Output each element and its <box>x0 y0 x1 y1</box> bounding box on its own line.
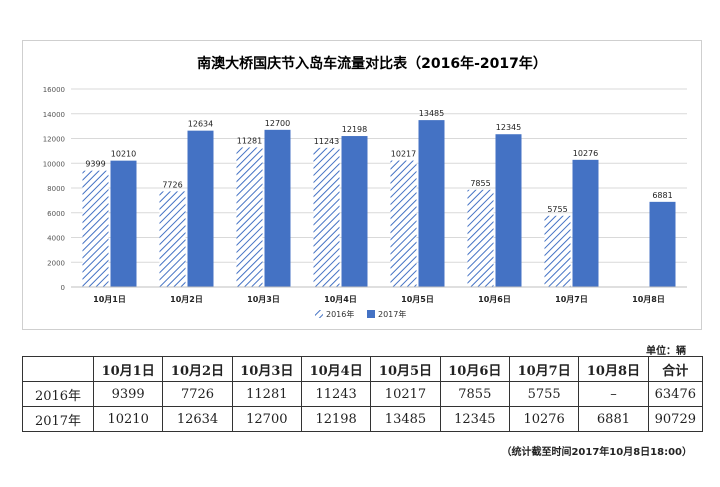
legend-label: 2017年 <box>378 309 406 319</box>
x-tick-label: 10月3日 <box>247 295 280 304</box>
y-tick-label: 8000 <box>47 185 65 193</box>
bar <box>82 170 109 287</box>
bar <box>495 134 522 287</box>
table-header-cell <box>22 356 94 382</box>
bar <box>264 129 291 287</box>
table-row: 2016年 9399 7726 11281 11243 10217 7855 5… <box>22 381 704 407</box>
bar <box>341 136 368 287</box>
table-cell: 11281 <box>231 381 302 407</box>
table-header-cell: 10月6日 <box>439 356 510 382</box>
table-cell: 12634 <box>162 406 233 432</box>
table-cell: 12345 <box>439 406 510 432</box>
bar <box>418 120 445 287</box>
table-cell: 10217 <box>370 381 441 407</box>
y-tick-label: 2000 <box>47 259 65 267</box>
y-tick-label: 16000 <box>43 86 65 94</box>
table-header-cell: 10月4日 <box>300 356 372 382</box>
bar-data-label: 12634 <box>188 120 213 129</box>
bar <box>159 191 186 287</box>
table-header-cell: 合计 <box>647 356 704 382</box>
bar-data-label: 7726 <box>162 180 182 189</box>
y-tick-label: 14000 <box>43 111 65 119</box>
table-cell: 2017年 <box>22 406 94 432</box>
bar <box>187 130 214 287</box>
bars <box>82 120 676 287</box>
bar-chart: 南澳大桥国庆节入岛车流量对比表（2016年-2017年） 9399 10210 77… <box>43 55 687 319</box>
table-header-cell: 10月5日 <box>370 356 441 382</box>
bar-data-label: 9399 <box>85 160 105 169</box>
data-table: 10月1日 10月2日 10月3日 10月4日 10月5日 10月6日 10月7… <box>22 356 704 432</box>
y-tick-label: 0 <box>61 284 65 292</box>
bar <box>649 201 676 287</box>
table-header-cell: 10月7日 <box>508 356 580 382</box>
bar-data-label: 11281 <box>237 136 262 145</box>
table-cell: 7855 <box>439 381 510 407</box>
bar-data-label: 12198 <box>342 125 367 134</box>
x-tick-label: 10月2日 <box>170 295 203 304</box>
chart-frame: 南澳大桥国庆节入岛车流量对比表（2016年-2017年） 9399 10210 77… <box>22 40 702 330</box>
bar-data-label: 13485 <box>419 109 444 118</box>
unit-label: 单位：辆 <box>646 346 686 357</box>
bar <box>544 215 571 287</box>
y-tick-label: 12000 <box>43 136 65 144</box>
bar-data-label: 11243 <box>314 137 339 146</box>
table-cell: 5755 <box>508 381 580 407</box>
bar <box>467 189 494 287</box>
table-cell: 2016年 <box>22 381 94 407</box>
bar <box>390 160 417 287</box>
table-cell: 11243 <box>300 381 372 407</box>
chart-title: 南澳大桥国庆节入岛车流量对比表（2016年-2017年） <box>197 55 547 72</box>
legend-swatch <box>315 310 323 318</box>
table-cell: 12700 <box>231 406 302 432</box>
legend-swatch <box>367 310 375 318</box>
table-cell: 13485 <box>370 406 441 432</box>
bar-data-label: 10217 <box>391 150 416 159</box>
table-header-row: 10月1日 10月2日 10月3日 10月4日 10月5日 10月6日 10月7… <box>22 356 704 382</box>
bar <box>313 147 340 287</box>
table-cell: 12198 <box>300 406 372 432</box>
x-tick-label: 10月4日 <box>324 295 357 304</box>
y-tick-label: 4000 <box>47 235 65 243</box>
table-header-cell: 10月2日 <box>162 356 233 382</box>
y-tick-label: 6000 <box>47 210 65 218</box>
bar-data-label: 12700 <box>265 119 290 128</box>
table-header-cell: 10月8日 <box>578 356 649 382</box>
bar <box>236 147 263 287</box>
bar-data-label: 5755 <box>547 205 567 214</box>
bar <box>572 159 599 287</box>
table-cell: 63476 <box>647 381 704 407</box>
x-tick-label: 10月8日 <box>632 295 665 304</box>
table-cell: 10210 <box>92 406 164 432</box>
table-cell: 6881 <box>578 406 649 432</box>
table-row: 2017年 10210 12634 12700 12198 13485 1234… <box>22 406 704 432</box>
axes: 0 2000 4000 6000 8000 10000 12000 14000 16000 10月… <box>43 86 687 304</box>
y-tick-label: 10000 <box>43 160 65 168</box>
legend-label: 2016年 <box>326 309 354 319</box>
x-tick-label: 10月1日 <box>93 295 126 304</box>
bar-data-label: 10210 <box>111 150 136 159</box>
x-tick-label: 10月7日 <box>555 295 588 304</box>
table-header-cell: 10月1日 <box>92 356 164 382</box>
table-cell: – <box>578 381 649 407</box>
table-cell: 7726 <box>162 381 233 407</box>
bar-data-label: 7855 <box>470 179 490 188</box>
x-tick-label: 10月5日 <box>401 295 434 304</box>
bar-data-label: 6881 <box>652 191 672 200</box>
bar <box>110 160 137 287</box>
footnote: （统计截至时间2017年10月8日18:00） <box>501 447 692 458</box>
legend: 2016年 2017年 <box>315 309 406 319</box>
bar-data-label: 10276 <box>573 149 598 158</box>
table-header-cell: 10月3日 <box>231 356 302 382</box>
table-cell: 90729 <box>647 406 704 432</box>
bar-data-label: 12345 <box>496 123 521 132</box>
table-cell: 10276 <box>508 406 580 432</box>
table-cell: 9399 <box>92 381 164 407</box>
x-tick-label: 10月6日 <box>478 295 511 304</box>
